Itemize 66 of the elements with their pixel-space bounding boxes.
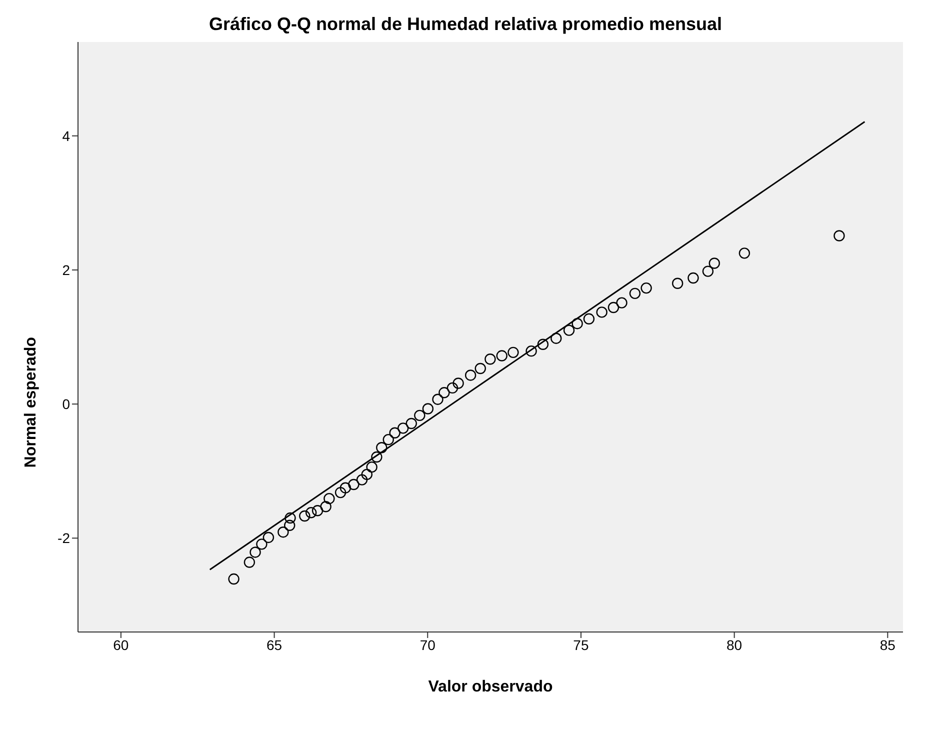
point xyxy=(537,338,549,350)
point xyxy=(376,442,388,454)
point xyxy=(432,394,444,405)
point xyxy=(446,382,458,394)
point xyxy=(738,248,750,259)
point xyxy=(563,324,575,336)
point xyxy=(250,546,261,558)
point xyxy=(464,370,476,381)
point xyxy=(361,468,373,480)
point xyxy=(340,482,352,494)
point xyxy=(688,272,699,284)
point xyxy=(371,451,382,463)
point xyxy=(284,512,296,524)
point xyxy=(834,230,845,242)
point xyxy=(356,474,368,486)
y-tick-label: 2 xyxy=(62,262,70,278)
point xyxy=(284,520,296,531)
y-axis-title: Normal esperado xyxy=(22,336,40,468)
x-tick-label: 70 xyxy=(420,636,436,653)
point xyxy=(228,573,240,585)
point xyxy=(320,501,332,512)
point xyxy=(312,505,324,516)
point xyxy=(526,345,537,357)
point xyxy=(406,418,417,430)
point xyxy=(672,278,684,289)
x-tick-label: 60 xyxy=(113,636,129,653)
point xyxy=(278,526,289,538)
point xyxy=(616,297,628,308)
y-tick-label: 4 xyxy=(62,128,70,144)
point xyxy=(299,510,310,522)
point xyxy=(572,318,583,330)
point xyxy=(629,288,641,300)
chart-title: Gráfico Q-Q normal de Humedad relativa promedio mensual xyxy=(208,14,724,35)
point xyxy=(508,346,519,358)
point xyxy=(334,486,346,498)
x-tick-label: 80 xyxy=(726,636,742,653)
point xyxy=(366,461,378,473)
point xyxy=(438,387,450,398)
y-tick-label: 0 xyxy=(62,396,70,412)
x-tick-label: 75 xyxy=(573,636,589,653)
point xyxy=(422,403,434,414)
point xyxy=(262,532,274,544)
x-tick-label: 65 xyxy=(266,636,282,653)
point xyxy=(348,478,360,490)
point xyxy=(708,258,720,269)
point xyxy=(397,422,409,434)
point xyxy=(389,427,400,438)
x-tick-label: 85 xyxy=(880,636,896,653)
point xyxy=(244,556,256,568)
point xyxy=(474,362,486,374)
point xyxy=(324,492,335,504)
point xyxy=(414,410,426,422)
point xyxy=(583,313,595,324)
point xyxy=(702,266,714,277)
point xyxy=(452,378,464,389)
point xyxy=(608,302,620,314)
y-tick-label: -2 xyxy=(58,530,70,546)
point xyxy=(305,507,317,518)
x-axis-title: Valor observado xyxy=(428,678,553,696)
point xyxy=(484,354,496,365)
point xyxy=(640,282,652,294)
point xyxy=(550,332,562,344)
point xyxy=(382,434,394,446)
point xyxy=(496,350,508,362)
point xyxy=(596,306,608,318)
point xyxy=(256,538,268,550)
